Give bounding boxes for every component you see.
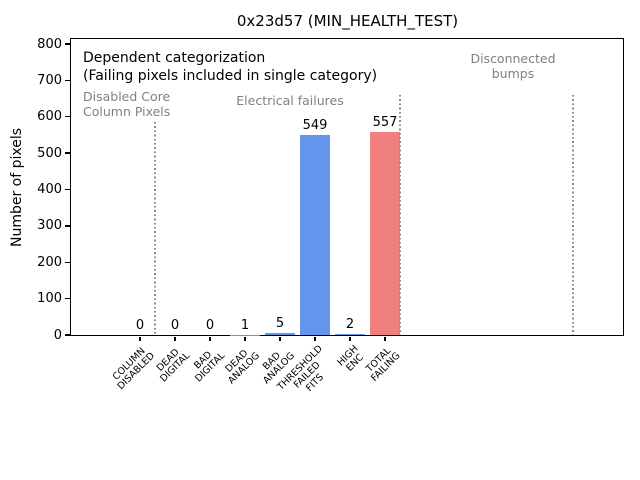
y-tick-label: 400	[37, 182, 62, 197]
y-tick-mark	[65, 225, 70, 227]
chart-annotation: (Failing pixels included in single categ…	[83, 68, 378, 84]
y-tick-mark	[65, 334, 70, 336]
plot-area: 0 100 200 300 400 500 600 700 800 0 COLUMN DISABLED…	[37, 37, 624, 393]
y-tick-mark	[65, 152, 70, 154]
y-tick-mark	[65, 188, 70, 191]
y-tick-mark	[65, 116, 70, 118]
bar	[335, 334, 365, 335]
x-tick-label: DEAD ANALOG	[223, 347, 263, 387]
x-tick-mark	[384, 336, 386, 341]
chart-annotation: Electrical failures	[236, 93, 344, 108]
bar-value-label: 1	[240, 317, 250, 333]
x-tick-mark	[244, 336, 246, 341]
bar-value-label: 5	[275, 316, 285, 332]
bar	[300, 135, 330, 335]
y-tick-mark	[65, 261, 70, 263]
y-tick-mark	[65, 43, 70, 45]
y-tick-label: 600	[37, 109, 62, 125]
y-tick-label: 200	[37, 254, 62, 270]
x-tick-mark	[279, 336, 281, 341]
section-separator-line	[399, 95, 401, 335]
bar-value-label: 2	[345, 317, 355, 333]
x-tick-mark	[174, 336, 176, 341]
x-tick-label: BAD DIGITAL	[191, 349, 228, 385]
bar-value-label: 0	[135, 318, 145, 333]
y-tick-label: 700	[37, 72, 62, 88]
x-tick-label: TOTAL FAILING	[363, 345, 403, 385]
x-tick-mark	[139, 336, 141, 341]
y-tick-label: 100	[37, 291, 62, 307]
y-tick-label: 500	[37, 145, 62, 161]
x-tick-label: DEAD DIGITAL	[154, 346, 193, 385]
y-tick-mark	[65, 79, 70, 82]
chart-annotation: Dependent categorization	[83, 50, 266, 66]
x-tick-label: COLUMN DISABLED	[110, 345, 158, 393]
bar	[370, 132, 400, 335]
chart-annotation: Disabled Core Column Pixels	[83, 89, 171, 119]
section-separator-line	[572, 95, 574, 335]
chart-title: 0x23d57 (MIN_HEALTH_TEST)	[236, 12, 459, 30]
bar-value-label: 0	[170, 318, 180, 333]
x-tick-mark	[349, 336, 351, 341]
x-tick-mark	[209, 336, 211, 341]
bar	[265, 333, 295, 335]
chart-annotation: Disconnected bumps	[470, 51, 556, 81]
y-tick-label: 800	[37, 36, 62, 52]
y-tick-label: 0	[53, 327, 62, 343]
bar-value-label: 0	[205, 318, 215, 333]
bar-value-label: 549	[302, 118, 328, 134]
section-separator-line	[154, 122, 156, 335]
x-tick-mark	[314, 336, 316, 341]
y-tick-label: 300	[37, 218, 62, 234]
x-tick-label: HIGH ENC	[335, 343, 366, 374]
y-tick-mark	[65, 297, 70, 300]
bar-value-label: 557	[372, 115, 398, 131]
